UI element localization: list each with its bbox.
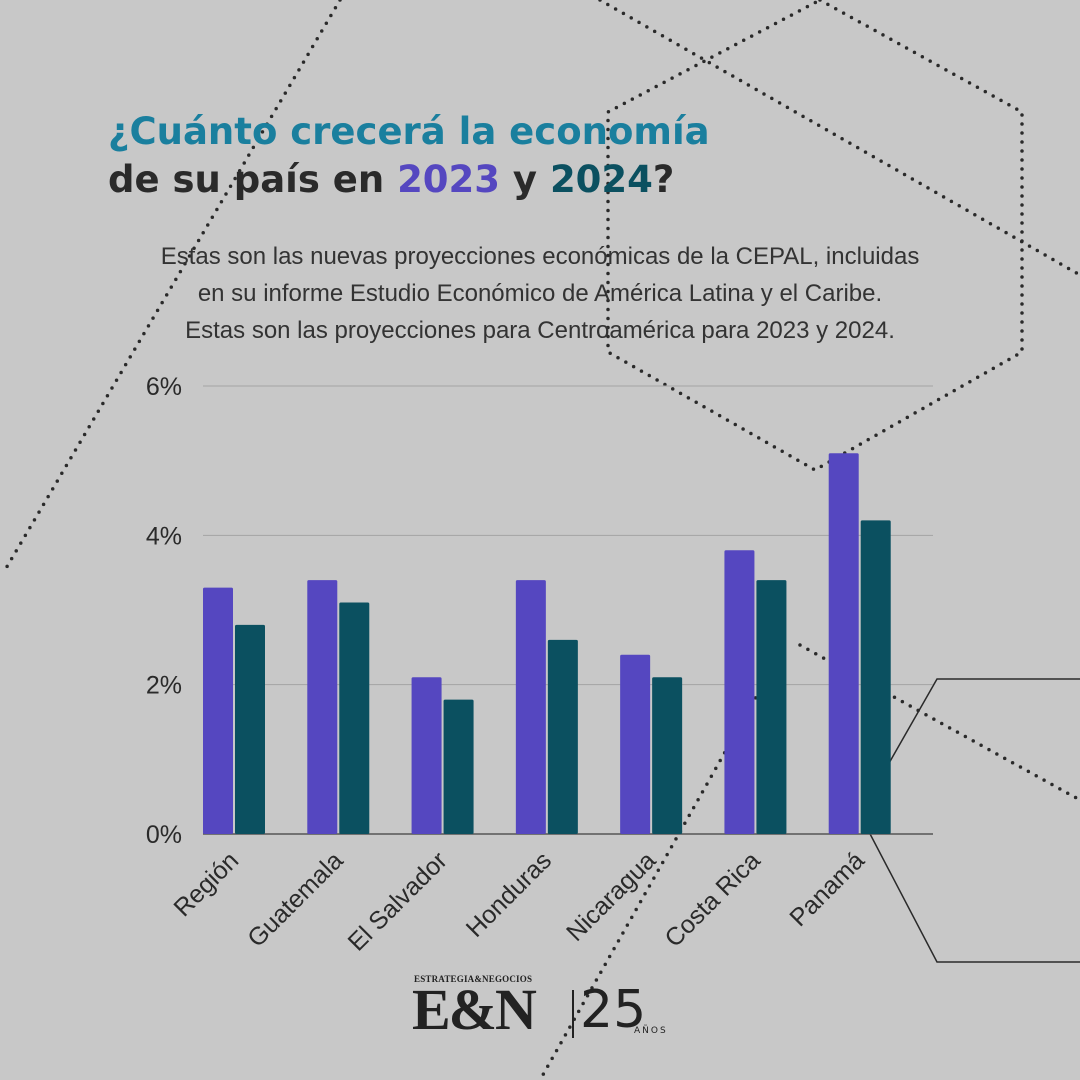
x-tick-label: Costa Rica [659,846,765,952]
x-tick-label: Honduras [461,846,557,942]
description-line-3: Estas son las proyecciones para Centroam… [185,317,895,344]
title-connector: y [500,158,550,201]
y-tick-label: 2% [146,672,182,700]
logo-main-text: E&N [412,977,537,1042]
title-line-2: de su país en 2023 y 2024? [108,158,674,201]
bar-2-1 [339,602,370,834]
x-tick-label: Guatemala [242,846,348,952]
x-tick-label: Panamá [784,846,870,932]
bar-2-2 [443,699,474,834]
y-tick-label: 4% [146,522,182,550]
description-line-2: en su informe Estudio Económico de Améri… [197,280,883,307]
y-tick-label: 0% [146,821,182,849]
title-line-1: ¿Cuánto crecerá la economía [108,110,710,153]
title-question-mark: ? [652,158,675,201]
bar-1-6 [828,453,859,834]
description: Estas son las nuevas proyecciones económ… [40,238,1040,349]
bar-1-4 [620,654,651,834]
bar-2-4 [652,677,683,834]
x-tick-label: Nicaragua [561,846,661,946]
bar-1-2 [411,677,442,834]
title-year-2023: 2023 [397,158,501,201]
bar-1-3 [515,580,546,834]
x-tick-label: El Salvador [343,846,453,956]
bar-1-1 [307,580,338,834]
logo-anos: AÑOS [634,1026,668,1036]
title-year-2024: 2024 [549,158,653,201]
page-title: ¿Cuánto crecerá la economía de su país e… [108,108,710,204]
brand-logo: ESTRATEGIA&NEGOCIOS E&N 25 AÑOS [412,972,682,1042]
bar-2-5 [756,580,787,834]
bar-2-3 [547,639,578,834]
logo-small-text: ESTRATEGIA&NEGOCIOS [414,974,533,984]
bar-2-0 [235,624,265,834]
title-prefix: de su país en [108,158,398,201]
y-tick-label: 6% [146,373,182,401]
logo-divider [572,990,574,1038]
bar-1-5 [724,550,755,834]
description-line-1: Estas son las nuevas proyecciones económ… [160,243,920,270]
bar-1-0 [203,587,233,834]
logo-number: 25 [580,980,647,1040]
x-tick-label: Región [168,846,244,922]
bar-2-6 [860,520,891,834]
